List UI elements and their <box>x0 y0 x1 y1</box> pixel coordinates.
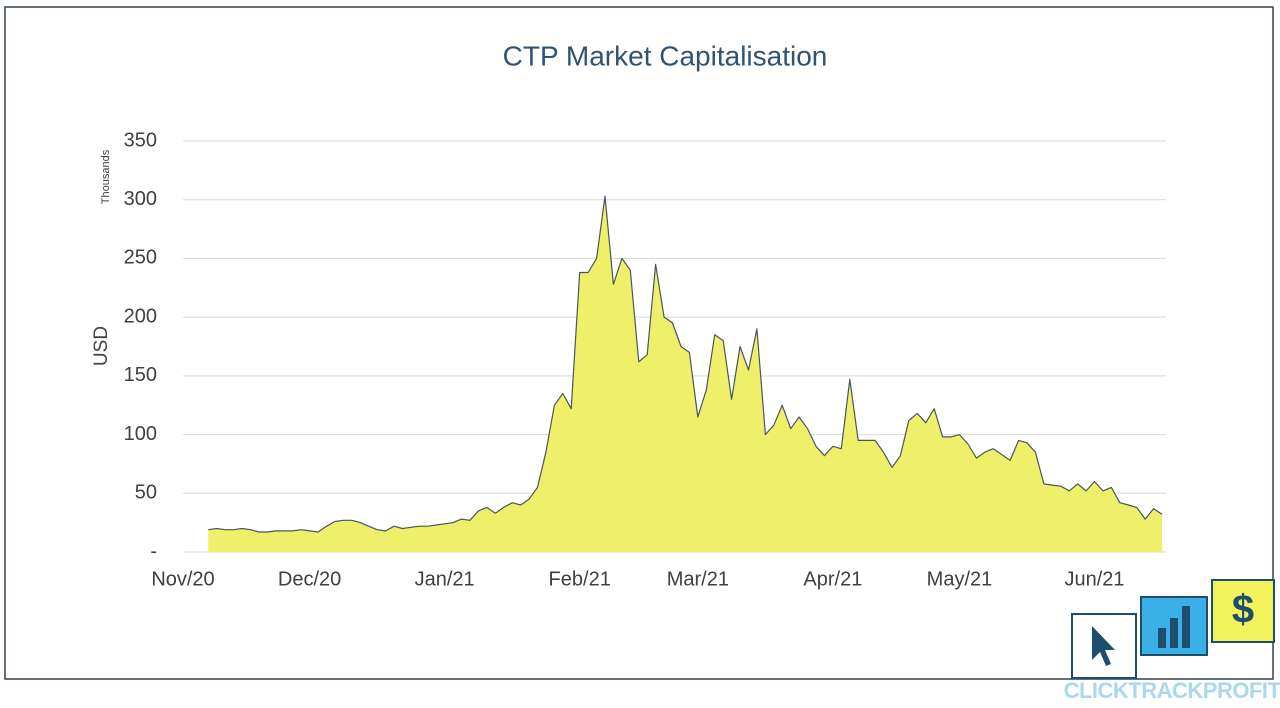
x-tick-label: Nov/20 <box>151 568 214 590</box>
x-tick-label: Apr/21 <box>803 568 862 590</box>
logo: $ CLICKTRACKPROFIT <box>1064 579 1280 703</box>
logo-bar-icon <box>1170 618 1178 648</box>
y-axis-label: USD <box>91 326 112 366</box>
y-tick-label: - <box>150 540 157 562</box>
y-tick-label: 50 <box>135 482 157 504</box>
x-tick-label: Jun/21 <box>1064 568 1124 590</box>
area-line <box>208 195 1163 533</box>
x-tick-label: Mar/21 <box>667 568 729 590</box>
x-tick-label: Dec/20 <box>278 568 341 590</box>
y-tick-label: 350 <box>124 129 157 151</box>
logo-cursor-icon <box>1092 626 1115 666</box>
x-tick-label: Feb/21 <box>549 568 611 590</box>
logo-bar-icon <box>1158 628 1166 648</box>
y-tick-label: 150 <box>124 364 157 386</box>
logo-text: CLICKTRACKPROFIT <box>1064 678 1280 703</box>
y-tick-label: 300 <box>124 188 157 210</box>
y-tick-label: 250 <box>124 247 157 269</box>
y-tick-label: 100 <box>124 423 157 445</box>
logo-bar-icon <box>1182 606 1190 648</box>
y-tick-label: 200 <box>124 305 157 327</box>
area <box>208 196 1163 552</box>
x-tick-label: Jan/21 <box>415 568 475 590</box>
logo-dollar-icon: $ <box>1232 588 1254 632</box>
y-unit-label: Thousands <box>100 149 112 204</box>
chart-frame <box>4 6 1274 680</box>
x-tick-label: May/21 <box>927 568 993 590</box>
chart-title: CTP Market Capitalisation <box>503 40 828 71</box>
logo-dollar-box <box>1211 579 1275 643</box>
